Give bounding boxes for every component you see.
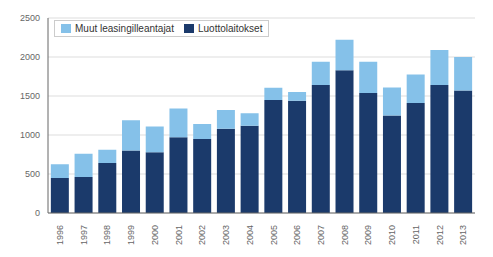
svg-text:1997: 1997 <box>79 225 89 245</box>
svg-text:2500: 2500 <box>20 13 40 23</box>
svg-text:2003: 2003 <box>221 225 231 245</box>
svg-text:2008: 2008 <box>340 225 350 245</box>
svg-text:2002: 2002 <box>197 225 207 245</box>
svg-text:2010: 2010 <box>387 225 397 245</box>
svg-text:2000: 2000 <box>20 52 40 62</box>
svg-text:0: 0 <box>35 208 40 218</box>
svg-text:2005: 2005 <box>269 225 279 245</box>
html-text:Muut leasingilleantajat: Muut leasingilleantajat <box>75 23 174 34</box>
svg-text:2006: 2006 <box>292 225 302 245</box>
svg-text:2009: 2009 <box>363 225 373 245</box>
svg-text:2001: 2001 <box>174 225 184 245</box>
svg-text:2012: 2012 <box>435 225 445 245</box>
svg-text:1998: 1998 <box>102 225 112 245</box>
svg-text:2013: 2013 <box>458 225 468 245</box>
html-text:Luottolaitokset: Luottolaitokset <box>198 23 263 34</box>
svg-text:1500: 1500 <box>20 91 40 101</box>
svg-text:2004: 2004 <box>245 225 255 245</box>
svg-text:1999: 1999 <box>126 225 136 245</box>
svg-text:2011: 2011 <box>411 225 421 244</box>
svg-text:1996: 1996 <box>55 225 65 245</box>
svg-text:2000: 2000 <box>150 225 160 245</box>
svg-text:2007: 2007 <box>316 225 326 245</box>
svg-text:1000: 1000 <box>20 130 40 140</box>
svg-text:500: 500 <box>25 169 40 179</box>
